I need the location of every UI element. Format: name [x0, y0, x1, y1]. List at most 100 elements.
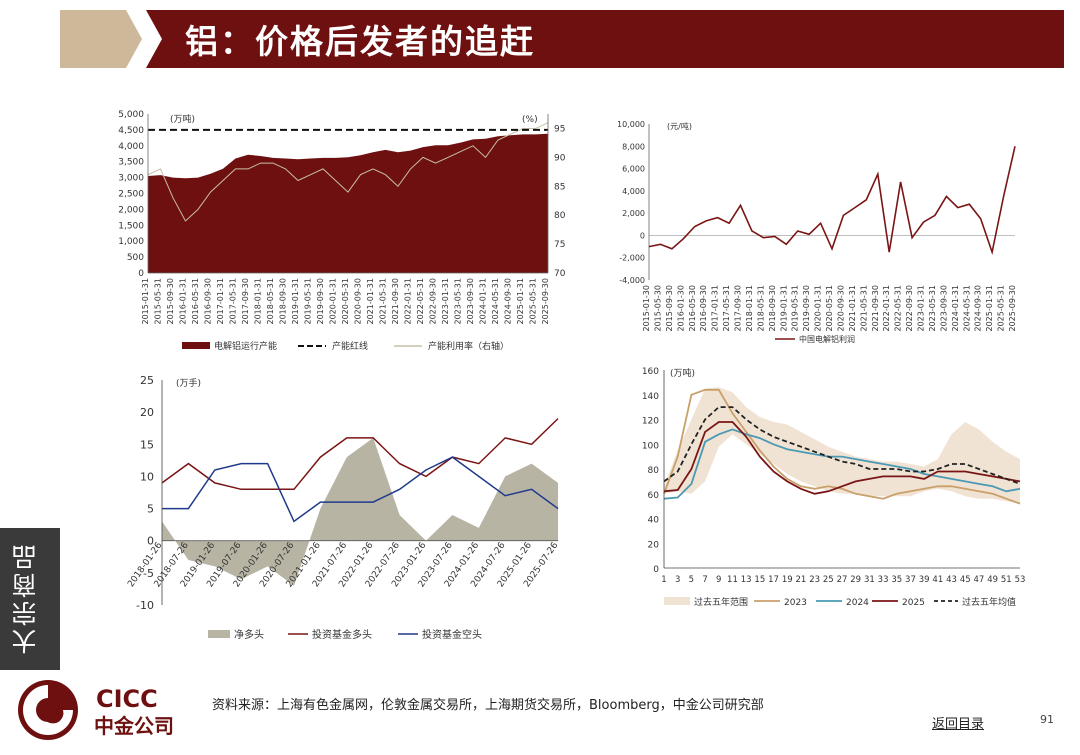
- x-tick-label: 2024-09-30: [504, 278, 513, 325]
- x-tick-label: 2025-09-30: [1008, 285, 1017, 332]
- x-tick-label: 2021-05-31: [379, 278, 388, 325]
- legend-label: 2023: [784, 598, 807, 608]
- x-tick-label: 2024-05-31: [491, 278, 500, 325]
- y-tick-label: 1,000: [118, 237, 144, 247]
- fund-short-line: [162, 456, 559, 523]
- x-tick-label: 5: [689, 575, 694, 585]
- x-tick-label: 17: [768, 575, 779, 585]
- y-tick-label: 2,000: [622, 209, 645, 218]
- y-tick-label: 100: [642, 441, 659, 451]
- x-tick-label: 2022-09-30: [429, 278, 438, 325]
- x-tick-label: 2023-05-31: [928, 285, 937, 332]
- x-tick-label: 2016-01-31: [179, 278, 188, 325]
- x-tick-label: 2021-09-30: [391, 278, 400, 325]
- x-tick-label: 21: [796, 575, 807, 585]
- x-tick-label: 2019-09-30: [802, 285, 811, 332]
- legend-label: 中国电解铝利润: [799, 334, 855, 344]
- unit-label: (元/吨): [667, 121, 692, 131]
- x-tick-label: 1: [661, 575, 666, 585]
- x-tick-label: 2021-01-31: [848, 285, 857, 332]
- legend-label: 净多头: [234, 628, 264, 641]
- x-tick-label: 51: [1001, 575, 1012, 585]
- x-tick-label: 2018-05-31: [266, 278, 275, 325]
- right-unit-label: (%): [522, 115, 538, 125]
- y-tick-label: 60: [648, 491, 660, 501]
- x-tick-label: 41: [932, 575, 943, 585]
- x-tick-label: 2016-09-30: [699, 285, 708, 332]
- legend-swatch-net-long: [208, 630, 230, 638]
- capacity-chart: 5,000 4,500 4,000 3,500 3,000 2,500 2,000 1,500…: [118, 110, 566, 352]
- x-tick-label: 2023-05-31: [454, 278, 463, 325]
- x-tick-label: 2020-09-30: [836, 285, 845, 332]
- y-tick-label: 20: [648, 540, 660, 550]
- y-tick-label: -4,000: [619, 276, 645, 285]
- positions-chart: 2520151050-5-10(万手)2018-01-262018-07-262…: [126, 374, 560, 641]
- x-tick-label: 2017-01-31: [711, 285, 720, 332]
- series-2023-line: [663, 388, 1021, 505]
- x-tick-label: 2025-01-31: [516, 278, 525, 325]
- x-tick-label: 2025-01-31: [985, 285, 994, 332]
- y-tick-label: 120: [642, 417, 659, 427]
- y-tick-label: 80: [648, 466, 660, 476]
- page-number: 91: [1040, 713, 1054, 726]
- x-tick-label: 2024-05-31: [962, 285, 971, 332]
- x-tick-label: 2018-01-31: [254, 278, 263, 325]
- x-tick-label: 2017-05-31: [229, 278, 238, 325]
- x-tick-label: 2019-05-31: [304, 278, 313, 325]
- y2-tick-label: 95: [554, 124, 565, 134]
- x-tick-label: 15: [754, 575, 765, 585]
- x-tick-label: 2020-01-31: [329, 278, 338, 325]
- y2-tick-label: 90: [554, 153, 566, 163]
- y2-tick-label: 85: [554, 182, 565, 192]
- logo-text-en: CICC: [96, 685, 158, 713]
- y-tick-label: 1,500: [118, 221, 144, 231]
- x-tick-label: 2022-01-31: [404, 278, 413, 325]
- legend-label: 产能利用率（右轴）: [428, 340, 509, 352]
- y-tick-label: 8,000: [622, 142, 645, 151]
- x-tick-label: 47: [974, 575, 985, 585]
- unit-label: (万手): [176, 377, 201, 389]
- x-tick-label: 2022-05-31: [416, 278, 425, 325]
- x-tick-label: 2024-01-31: [479, 278, 488, 325]
- y-tick-label: 10,000: [617, 120, 645, 129]
- x-tick-label: 2021-09-30: [871, 285, 880, 332]
- y-tick-label: 20: [140, 406, 154, 419]
- x-tick-label: 2022-01-31: [882, 285, 891, 332]
- x-tick-label: 2017-05-31: [722, 285, 731, 332]
- x-tick-label: 2018-01-31: [745, 285, 754, 332]
- x-tick-label: 2024-01-31: [951, 285, 960, 332]
- y-tick-label: 2,500: [118, 190, 144, 200]
- x-tick-label: 2020-05-31: [341, 278, 350, 325]
- y2-tick-label: 75: [554, 240, 565, 250]
- x-tick-label: 39: [919, 575, 930, 585]
- x-tick-label: 37: [905, 575, 916, 585]
- x-tick-label: 2020-05-31: [825, 285, 834, 332]
- utilization-line: [147, 122, 549, 222]
- y-tick-label: 4,000: [118, 142, 144, 152]
- x-tick-label: 2017-09-30: [734, 285, 743, 332]
- side-tab[interactable]: 大宗商品: [0, 528, 60, 670]
- x-tick-label: 2022-05-31: [894, 285, 903, 332]
- x-tick-label: 2016-05-30: [688, 285, 697, 332]
- profit-chart: 10,000 8,000 6,000 4,000 2,000 0 -2,000 -4,000 (…: [617, 120, 1017, 344]
- x-tick-label: 45: [960, 575, 971, 585]
- x-tick-label: 43: [946, 575, 957, 585]
- y-tick-label: 0: [653, 565, 659, 575]
- logo-text-cn: 中金公司: [94, 714, 174, 738]
- y2-tick-label: 70: [554, 269, 566, 279]
- series-2025-line: [663, 421, 1021, 495]
- back-to-contents-link[interactable]: 返回目录: [932, 717, 985, 732]
- x-tick-label: 7: [702, 575, 707, 585]
- x-tick-label: 2015-05-31: [154, 278, 163, 325]
- y-tick-label: 25: [140, 374, 154, 387]
- x-tick-label: 2025-05-31: [997, 285, 1006, 332]
- x-tick-label: 19: [782, 575, 793, 585]
- y-tick-label: 4,000: [622, 187, 645, 196]
- x-tick-label: 2023-09-30: [939, 285, 948, 332]
- banner-main: [146, 10, 1064, 68]
- header-banner: [60, 10, 1064, 68]
- legend-label: 产能红线: [332, 340, 368, 352]
- x-tick-label: 2025-09-30: [541, 278, 550, 325]
- y-tick-label: -2,000: [619, 254, 645, 263]
